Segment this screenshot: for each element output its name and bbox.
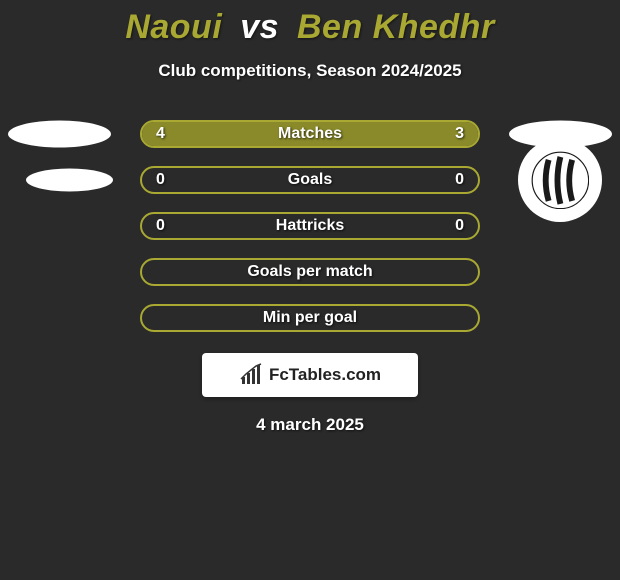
stat-label: Goals: [288, 171, 332, 189]
date: 4 march 2025: [0, 415, 620, 435]
stat-label: Min per goal: [263, 309, 357, 327]
right-value: 0: [455, 217, 464, 235]
right-value: 0: [455, 171, 464, 189]
stat-bar: 0 0 Hattricks: [140, 212, 480, 240]
stat-bar: 4 3 Matches: [140, 120, 480, 148]
stat-row: 0 0 Goals: [0, 157, 620, 203]
stat-label: Matches: [278, 125, 342, 143]
left-value: 0: [156, 217, 165, 235]
stat-label: Goals per match: [247, 263, 372, 281]
stat-row: 0 0 Hattricks: [0, 203, 620, 249]
stat-bar: Min per goal: [140, 304, 480, 332]
club-logo-icon: [531, 151, 590, 210]
stat-rows: 4 3 Matches 0 0 Goals 0 0 Hattricks Goals per mat…: [0, 111, 620, 341]
left-value: 4: [156, 125, 165, 143]
title: Naoui vs Ben Khedhr: [0, 0, 620, 47]
player1-name: Naoui: [125, 8, 222, 46]
player-photo-placeholder: [8, 121, 111, 148]
player-photo-placeholder: [26, 169, 113, 192]
stat-row: 4 3 Matches: [0, 111, 620, 157]
chart-icon: [239, 363, 263, 387]
player2-name: Ben Khedhr: [297, 8, 495, 46]
footer-brand: FcTables.com: [269, 365, 381, 385]
stat-row: Min per goal: [0, 295, 620, 341]
stat-label: Hattricks: [276, 217, 344, 235]
stat-bar: Goals per match: [140, 258, 480, 286]
stat-row: Goals per match: [0, 249, 620, 295]
left-value: 0: [156, 171, 165, 189]
footer-badge: FcTables.com: [202, 353, 418, 397]
right-value: 3: [455, 125, 464, 143]
infographic-container: Naoui vs Ben Khedhr Club competitions, S…: [0, 0, 620, 580]
stat-bar: 0 0 Goals: [140, 166, 480, 194]
vs-text: vs: [240, 8, 279, 46]
subtitle: Club competitions, Season 2024/2025: [0, 61, 620, 81]
